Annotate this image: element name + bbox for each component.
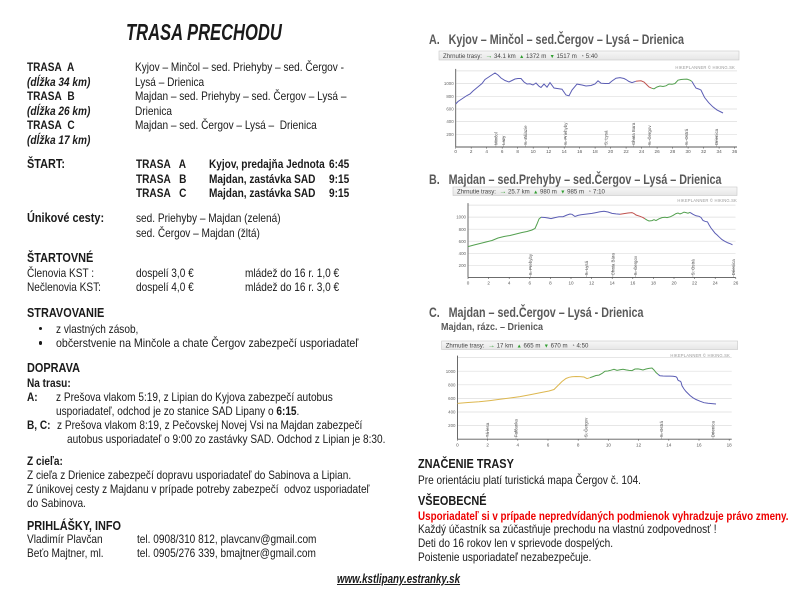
svg-text:S. Čergov: S. Čergov — [647, 125, 652, 145]
svg-text:800: 800 — [448, 382, 456, 387]
svg-text:2: 2 — [487, 281, 490, 286]
svg-text:36: 36 — [732, 149, 738, 154]
svg-text:1000: 1000 — [446, 369, 456, 374]
svg-text:12: 12 — [636, 443, 642, 448]
svg-text:12: 12 — [589, 281, 595, 286]
svg-text:6: 6 — [547, 443, 550, 448]
svg-text:18: 18 — [593, 149, 599, 154]
svg-text:8: 8 — [577, 443, 580, 448]
svg-text:400: 400 — [446, 119, 454, 124]
svg-text:24: 24 — [713, 281, 719, 286]
svg-text:S. Čergov: S. Čergov — [584, 417, 589, 437]
svg-text:S. Ostrá: S. Ostrá — [690, 259, 695, 276]
svg-text:4: 4 — [517, 443, 520, 448]
svg-text:Chata Bara: Chata Bara — [631, 122, 636, 145]
svg-text:S. Prehyby: S. Prehyby — [528, 253, 533, 275]
svg-text:10: 10 — [606, 443, 612, 448]
svg-text:14: 14 — [666, 443, 672, 448]
svg-text:S. Lysá: S. Lysá — [603, 130, 608, 145]
svg-text:14: 14 — [562, 149, 568, 154]
svg-text:S. Priehyby: S. Priehyby — [563, 122, 568, 145]
svg-text:S. Ostrá: S. Ostrá — [659, 421, 664, 438]
svg-text:16: 16 — [577, 149, 583, 154]
svg-text:Drienica: Drienica — [711, 421, 716, 438]
svg-text:200: 200 — [446, 132, 454, 137]
svg-text:30: 30 — [686, 149, 692, 154]
svg-text:16: 16 — [630, 281, 636, 286]
svg-text:0: 0 — [454, 149, 457, 154]
svg-text:HIKEPLANNER © HIKING.SK: HIKEPLANNER © HIKING.SK — [670, 353, 730, 358]
svg-text:26: 26 — [733, 281, 739, 286]
svg-text:Chata Bára: Chata Bára — [610, 253, 615, 276]
svg-text:Drienica: Drienica — [731, 259, 736, 276]
svg-text:Minčol: Minčol — [493, 132, 498, 145]
svg-text:600: 600 — [446, 107, 454, 112]
svg-text:S. Čergov: S. Čergov — [633, 255, 638, 275]
svg-text:32: 32 — [701, 149, 707, 154]
svg-text:1000: 1000 — [456, 215, 466, 220]
svg-text:1000: 1000 — [444, 81, 454, 86]
svg-text:4: 4 — [508, 281, 511, 286]
svg-text:20: 20 — [671, 281, 677, 286]
svg-text:0: 0 — [456, 443, 459, 448]
svg-text:Zhrnutie trasy: → 34.1 km ▲: Zhrnutie trasy: → 34.1 km ▲ 1372 m ▼ 151… — [443, 53, 598, 60]
svg-text:600: 600 — [448, 396, 456, 401]
svg-text:400: 400 — [459, 251, 467, 256]
svg-text:Drienica: Drienica — [714, 128, 719, 145]
svg-text:26: 26 — [655, 149, 661, 154]
svg-text:HIKEPLANNER © HIKING.SK: HIKEPLANNER © HIKING.SK — [677, 198, 737, 203]
svg-text:S. Ostrá: S. Ostrá — [684, 128, 689, 145]
svg-text:200: 200 — [448, 423, 456, 428]
svg-text:2: 2 — [470, 149, 473, 154]
svg-text:6: 6 — [529, 281, 532, 286]
svg-text:4: 4 — [485, 149, 488, 154]
svg-text:0: 0 — [467, 281, 470, 286]
svg-text:Zhrnutie trasy: → 17 km ▲ 66: Zhrnutie trasy: → 17 km ▲ 665 m ▼ 670 m … — [446, 342, 589, 349]
svg-text:10: 10 — [568, 281, 574, 286]
svg-text:34: 34 — [717, 149, 723, 154]
svg-text:200: 200 — [459, 263, 467, 268]
svg-text:6: 6 — [501, 149, 504, 154]
svg-text:8: 8 — [549, 281, 552, 286]
svg-text:800: 800 — [446, 94, 454, 99]
svg-text:10: 10 — [531, 149, 537, 154]
svg-text:16: 16 — [696, 443, 702, 448]
svg-text:Lazy: Lazy — [501, 135, 506, 145]
svg-text:Tá lesa: Tá lesa — [485, 422, 490, 437]
svg-text:24: 24 — [639, 149, 645, 154]
svg-text:Zhrnutie trasy: → 25.7 km ▲: Zhrnutie trasy: → 25.7 km ▲ 980 m ▼ 985 … — [457, 188, 605, 195]
svg-text:20: 20 — [608, 149, 614, 154]
svg-text:22: 22 — [692, 281, 698, 286]
svg-text:14: 14 — [610, 281, 616, 286]
svg-text:22: 22 — [624, 149, 630, 154]
svg-text:800: 800 — [459, 227, 467, 232]
svg-text:28: 28 — [670, 149, 676, 154]
svg-text:HIKEPLANNER © HIKING.SK: HIKEPLANNER © HIKING.SK — [675, 65, 735, 70]
svg-text:12: 12 — [546, 149, 552, 154]
svg-text:Fafčanka: Fafčanka — [514, 419, 519, 438]
svg-text:8: 8 — [516, 149, 519, 154]
svg-text:S. Lysá: S. Lysá — [584, 260, 589, 275]
svg-text:600: 600 — [459, 239, 467, 244]
svg-text:18: 18 — [727, 443, 733, 448]
svg-text:S. Zálazie: S. Zálazie — [523, 125, 528, 145]
svg-text:18: 18 — [651, 281, 657, 286]
svg-text:400: 400 — [448, 410, 456, 415]
svg-text:2: 2 — [486, 443, 489, 448]
